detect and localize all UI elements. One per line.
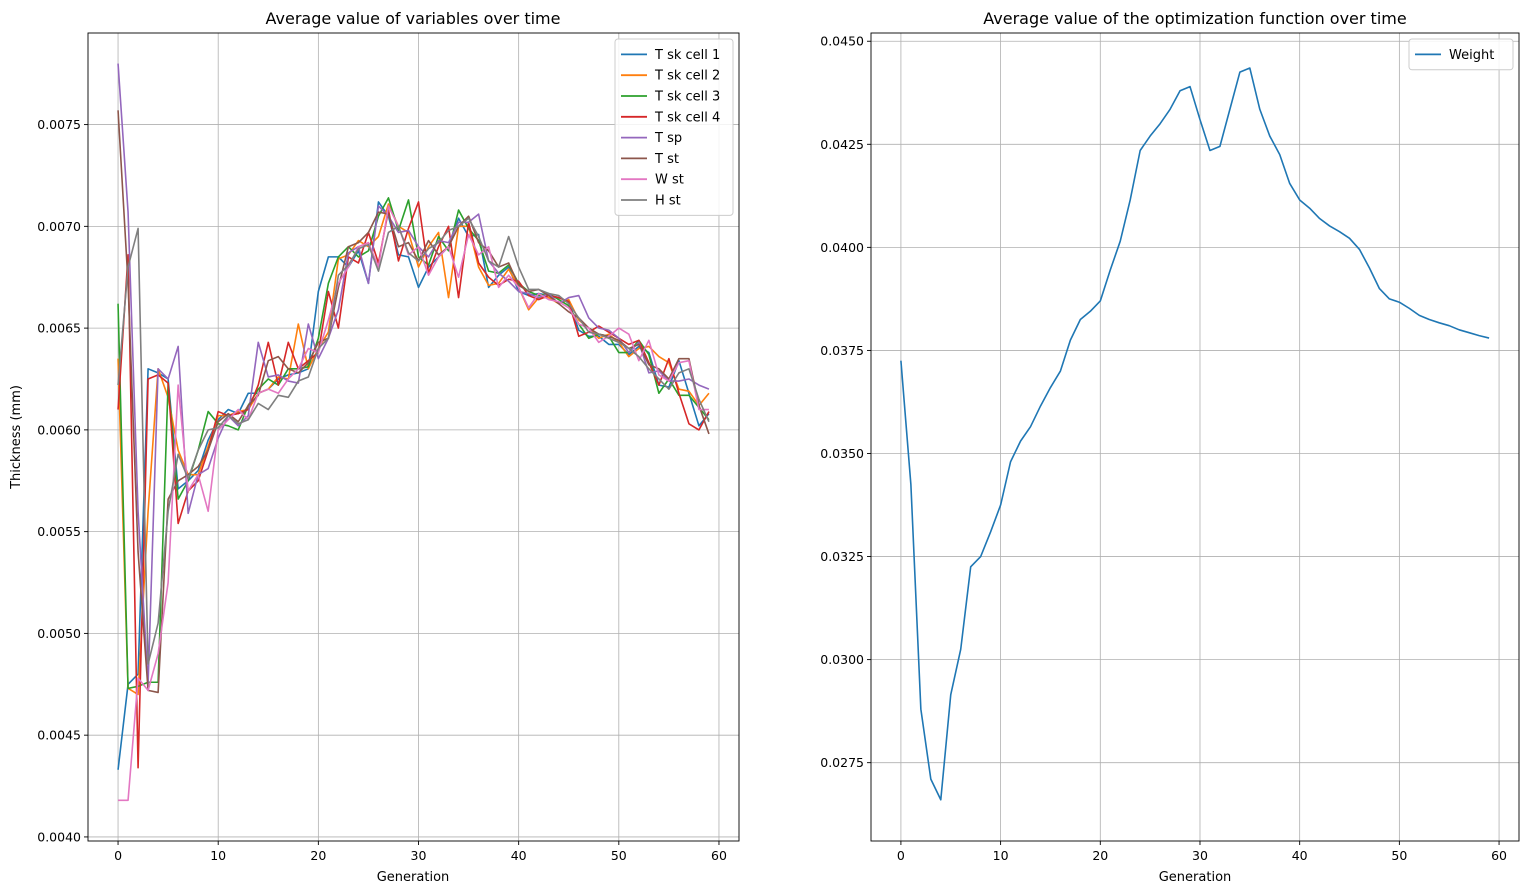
chart-left-series-line-4 (117, 201, 710, 769)
chart-right-axes-frame (870, 32, 1520, 842)
chart-right-legend-label-1: Weight (1449, 48, 1494, 63)
chart-left-title: Average value of variables over time (266, 9, 561, 28)
chart-left-y-axis-label: Thickness (mm) (9, 385, 24, 490)
chart-right-y-tick-label: 0.0350 (820, 446, 864, 461)
chart-right: Average value of the optimization functi… (820, 9, 1520, 885)
chart-right-y-tick-label: 0.0375 (820, 343, 864, 358)
chart-right-title: Average value of the optimization functi… (983, 9, 1406, 28)
chart-right-x-tick-label: 30 (1192, 848, 1208, 863)
chart-right-x-tick-label: 10 (993, 848, 1009, 863)
chart-right-plot-area: 0 10 20 30 40 50 60 0.0275 0.0300 0.0325 0.0350 0.0… (820, 32, 1520, 863)
chart-left-y-tick-label: 0.0060 (37, 422, 81, 437)
chart-right-x-tick-label: 50 (1391, 848, 1407, 863)
chart-left-legend-label-7: W st (655, 173, 684, 188)
chart-left-x-tick-label: 0 (114, 848, 122, 863)
chart-right-y-tick-label: 0.0425 (820, 137, 864, 152)
chart-left-x-axis-label: Generation (377, 870, 450, 885)
chart-left-x-tick-label: 40 (511, 848, 527, 863)
chart-left: Average value of variables over time 0 10… (9, 9, 740, 885)
chart-left-legend-label-1: T sk cell 1 (654, 48, 720, 63)
chart-left-legend-label-8: H st (655, 194, 681, 209)
chart-right-y-tick-label: 0.0400 (820, 240, 864, 255)
chart-left-y-tick-label: 0.0055 (37, 524, 81, 539)
chart-right-x-tick-label: 0 (897, 848, 905, 863)
chart-left-legend-label-4: T sk cell 4 (654, 110, 720, 125)
chart-left-y-tick-label: 0.0075 (37, 117, 81, 132)
chart-left-axes-frame (87, 32, 740, 842)
chart-left-legend-box (614, 38, 734, 216)
chart-right-series-line-1 (900, 67, 1490, 801)
chart-left-legend-label-6: T st (654, 152, 679, 167)
chart-left-legend-label-5: T sp (654, 131, 682, 146)
chart-right-y-tick-label: 0.0325 (820, 549, 864, 564)
chart-left-x-tick-label: 30 (411, 848, 427, 863)
chart-left-legend-label-3: T sk cell 3 (654, 90, 720, 105)
chart-right-x-tick-label: 60 (1491, 848, 1507, 863)
chart-left-y-tick-label: 0.0050 (37, 626, 81, 641)
chart-left-legend-label-2: T sk cell 2 (654, 69, 720, 84)
chart-left-series-line-8 (117, 217, 710, 665)
chart-right-legend-box (1408, 38, 1514, 71)
chart-left-y-tick-label: 0.0065 (37, 321, 81, 336)
chart-right-y-tick-label: 0.0275 (820, 755, 864, 770)
chart-right-x-tick-label: 40 (1292, 848, 1308, 863)
chart-right-x-tick-label: 20 (1092, 848, 1108, 863)
chart-left-y-tick-label: 0.0040 (37, 829, 81, 844)
chart-left-x-tick-label: 10 (210, 848, 226, 863)
chart-left-y-tick-label: 0.0070 (37, 219, 81, 234)
chart-right-y-tick-label: 0.0450 (820, 34, 864, 49)
chart-left-plot-area: 0 10 20 30 40 50 60 0.0040 0.0045 0.0050 0.0055 0.0… (37, 32, 740, 863)
chart-right-legend: Weight (1408, 38, 1514, 71)
chart-left-series-line-7 (118, 205, 709, 802)
chart-left-x-tick-label: 20 (310, 848, 326, 863)
chart-left-y-tick-label: 0.0045 (37, 728, 81, 743)
chart-left-x-tick-label: 60 (711, 848, 727, 863)
chart-right-y-tick-label: 0.0300 (820, 652, 864, 667)
chart-right-x-axis-label: Generation (1159, 870, 1232, 885)
chart-left-x-tick-label: 50 (611, 848, 627, 863)
chart-left-legend: T sk cell 1 T sk cell 2 T sk cell 3 T sk ce… (614, 38, 734, 216)
